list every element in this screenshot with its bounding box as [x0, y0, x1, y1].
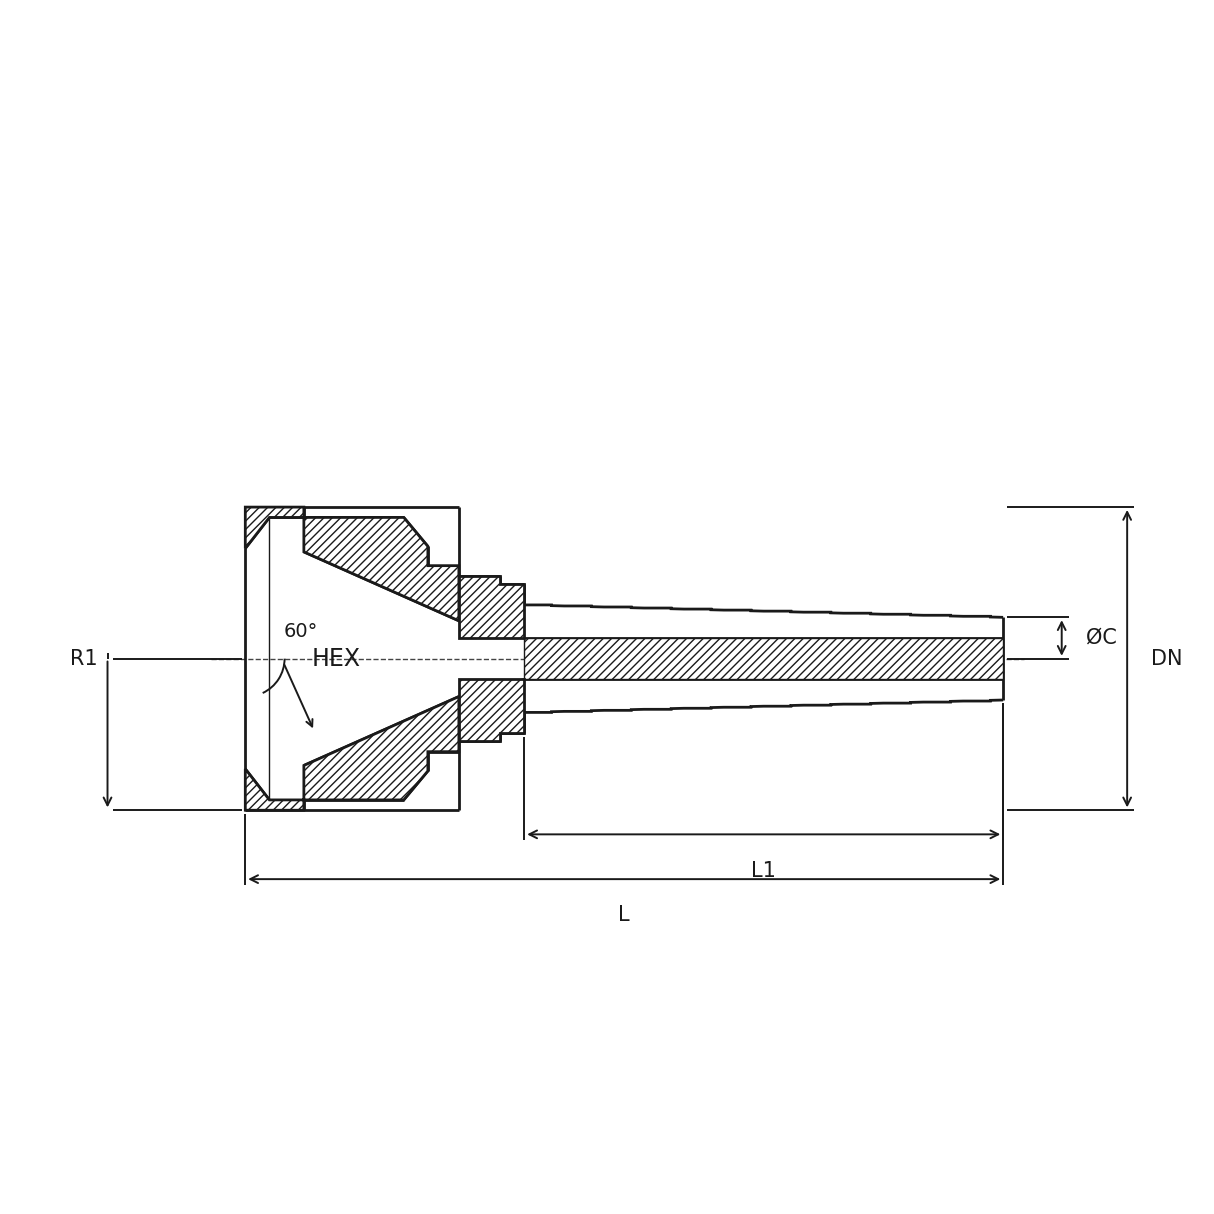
Text: ØC: ØC: [1085, 628, 1117, 648]
Text: L: L: [618, 906, 630, 925]
Polygon shape: [459, 575, 524, 639]
Text: HEX: HEX: [312, 647, 361, 670]
Polygon shape: [245, 697, 459, 810]
Polygon shape: [459, 680, 524, 742]
Text: R1: R1: [69, 648, 97, 669]
Text: L1: L1: [751, 861, 776, 880]
Polygon shape: [245, 507, 459, 620]
Polygon shape: [524, 639, 1003, 680]
Text: 60°: 60°: [283, 623, 318, 641]
Text: DN: DN: [1151, 648, 1182, 669]
